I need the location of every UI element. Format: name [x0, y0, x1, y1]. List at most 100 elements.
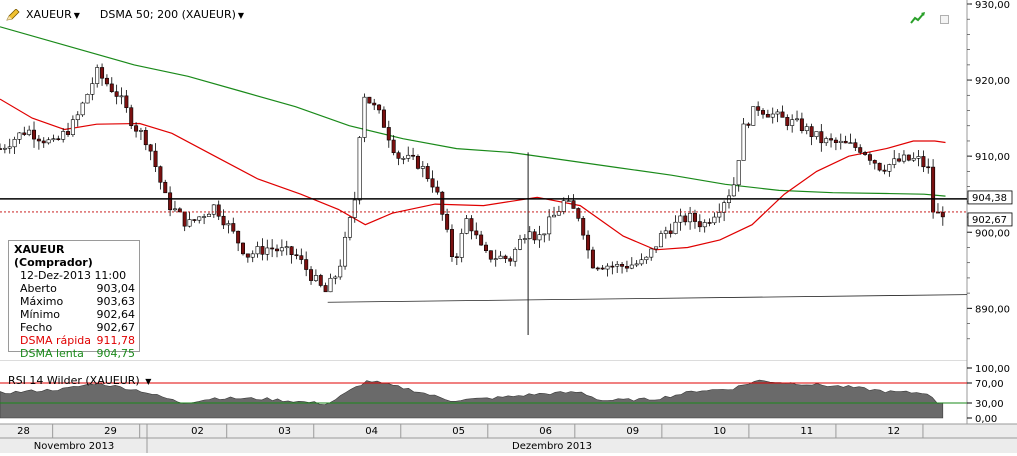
candle-body [872, 160, 877, 164]
candle-body [163, 181, 168, 194]
candle-body [70, 119, 75, 135]
rsi-indicator-selector[interactable]: RSI 14 Wilder (XAUEUR) ▼ [8, 374, 151, 387]
chevron-down-icon: ▼ [145, 377, 152, 386]
candle-body [41, 140, 46, 144]
row-label: Fecho [20, 321, 53, 334]
candle-body [148, 144, 153, 152]
candle-body [318, 275, 323, 286]
candle-body [474, 230, 479, 236]
candle-body [46, 139, 51, 144]
candle-body [571, 200, 576, 209]
rsi-layer [0, 379, 967, 419]
candle-body [138, 130, 143, 132]
candle-body [299, 255, 304, 260]
candle-body [343, 236, 348, 267]
candle-body [586, 234, 591, 251]
data-window-datetime: 12-Dez-2013 11:00 [20, 269, 127, 282]
day-label: 02 [191, 426, 204, 437]
row-value: 902,64 [96, 308, 136, 321]
candle-body [391, 139, 396, 154]
candle-body [420, 166, 425, 169]
candle-body [600, 267, 605, 270]
price-tick-label: 900,00 [975, 228, 1010, 239]
candle-body [658, 233, 663, 248]
candle-body [692, 212, 697, 222]
candle-body [673, 221, 678, 234]
candle-body [411, 154, 416, 157]
candle-body [85, 94, 90, 104]
candle-body [226, 223, 231, 226]
candle-body [590, 249, 595, 269]
chevron-down-icon: ▼ [73, 11, 80, 20]
candle-body [435, 186, 440, 193]
candle-body [328, 277, 333, 293]
day-label: 06 [539, 426, 552, 437]
candle-body [799, 118, 804, 132]
candle-body [843, 140, 848, 144]
candle-body [508, 258, 513, 262]
candle-body [556, 211, 561, 216]
row-value: 904,75 [96, 347, 136, 360]
candle-body [615, 264, 620, 267]
candle-body [906, 154, 911, 161]
candle-body [654, 246, 659, 250]
candle-body [678, 215, 683, 223]
candle-body [323, 285, 328, 293]
candle-body [206, 213, 211, 217]
candle-body [75, 114, 80, 121]
candle-body [396, 152, 401, 159]
candle-body [731, 184, 736, 197]
candle-body [663, 230, 668, 234]
month-label: Novembro 2013 [34, 441, 114, 452]
rsi-tick-label: 70,00 [975, 379, 1004, 390]
candle-body [245, 253, 250, 258]
candle-body [12, 139, 17, 148]
candle-body [275, 248, 280, 252]
candle-body [522, 238, 527, 240]
candle-body [406, 154, 411, 159]
candle-body [294, 254, 299, 257]
candle-body [32, 129, 37, 140]
candle-body [610, 265, 615, 268]
candle-body [498, 255, 503, 259]
candle-body [644, 256, 649, 261]
candle-body [119, 95, 124, 98]
candles-layer [0, 63, 945, 335]
day-label: 05 [452, 426, 465, 437]
candle-body [425, 166, 430, 180]
time-axis-layer: 28 29 02 03 04 05 06 09 10 11 12 Novembro 2013 Dezem… [0, 424, 1017, 453]
slow-ma-line [0, 26, 946, 197]
candle-body [309, 269, 314, 281]
candle-body [66, 131, 71, 135]
candle-body [697, 221, 702, 228]
candle-body [785, 117, 790, 126]
candle-body [877, 162, 882, 171]
candle-body [649, 248, 654, 258]
trend-icon[interactable] [910, 12, 926, 27]
row-label: DSMA lenta [20, 347, 84, 360]
candle-body [192, 219, 197, 221]
candle-body [445, 214, 450, 230]
candle-body [114, 91, 119, 97]
candle-body [620, 264, 625, 267]
row-value: 903,63 [96, 295, 136, 308]
candle-body [124, 95, 129, 109]
price-label: 904,38 [972, 193, 1007, 204]
maximize-icon[interactable] [940, 15, 949, 24]
candle-body [746, 123, 751, 126]
candle-body [100, 67, 105, 79]
day-label: 29 [104, 426, 117, 437]
price-tick-label: 920,00 [975, 76, 1010, 87]
candle-body [386, 127, 391, 141]
candle-body [143, 130, 148, 146]
candle-body [168, 192, 173, 211]
indicator-selector[interactable]: DSMA 50; 200 (XAUEUR) ▼ [100, 8, 244, 21]
pencil-icon[interactable] [6, 7, 20, 21]
data-window-title: XAUEUR (Comprador) [14, 243, 93, 269]
candle-body [104, 77, 109, 85]
candle-body [819, 131, 824, 144]
symbol-selector[interactable]: XAUEUR ▼ [26, 8, 80, 21]
candle-body [95, 67, 100, 84]
